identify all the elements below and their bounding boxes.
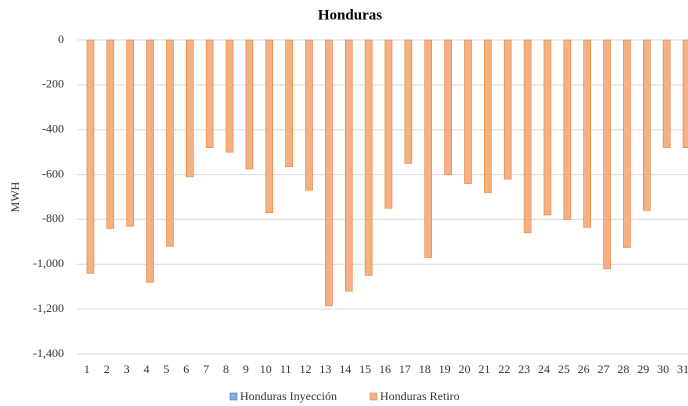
x-tick-label: 15 [359,362,371,376]
bar [603,39,611,270]
x-tick-label: 23 [518,362,530,376]
x-tick-label: 8 [223,362,229,376]
x-tick-label: 2 [104,362,110,376]
bar [424,39,433,258]
x-tick-label: 27 [598,362,610,376]
x-tick-label: 25 [558,362,570,376]
bar [126,39,134,227]
bar [86,39,95,274]
x-tick-label: 19 [439,362,451,376]
bar [325,39,333,307]
x-tick-label: 4 [144,362,150,376]
x-tick-label: 17 [399,362,411,376]
bar [682,39,688,148]
x-tick-label: 22 [498,362,510,376]
x-tick-label: 14 [339,362,351,376]
bar [662,39,671,148]
bar [146,39,154,283]
bar [364,39,373,276]
x-tick-label: 31 [677,362,688,376]
x-tick-label: 3 [124,362,130,376]
x-tick-label: 10 [260,362,272,376]
bar [185,39,194,178]
y-tick-label: 0 [58,32,64,46]
x-tick-label: 18 [419,362,431,376]
bar [404,39,413,164]
y-tick-label: -800 [42,211,64,225]
bar [583,39,591,228]
x-tick-label: 21 [478,362,490,376]
bar [166,39,174,247]
x-tick-label: 5 [163,362,169,376]
x-tick-label: 13 [319,362,331,376]
bar [225,39,234,153]
x-tick-label: 29 [637,362,649,376]
legend-label: Honduras Retiro [380,389,460,403]
bar [503,39,512,180]
bar [523,39,532,234]
y-tick-label: -1,400 [33,346,64,360]
bar [384,39,393,209]
y-tick-label: -200 [42,77,64,91]
bar [305,39,313,191]
bar [642,39,651,211]
bar [106,39,115,229]
bar [205,39,214,148]
legend-swatch [369,392,378,401]
x-tick-label: 12 [300,362,312,376]
y-tick-label: -1,000 [33,256,64,270]
x-tick-label: 26 [578,362,590,376]
y-tick-label: -400 [42,121,64,135]
bar [464,39,472,184]
chart-title: Honduras [318,7,382,23]
x-tick-label: 30 [657,362,669,376]
x-tick-label: 28 [617,362,629,376]
y-tick-label: -1,200 [33,301,64,315]
x-tick-label: 16 [379,362,391,376]
legend-swatch [229,392,238,401]
x-tick-label: 1 [84,362,90,376]
x-tick-label: 20 [458,362,470,376]
bar [265,39,274,213]
bar [543,39,552,216]
x-tick-label: 6 [183,362,189,376]
bar [484,39,492,193]
x-tick-label: 9 [243,362,249,376]
bar [245,39,254,170]
legend-label: Honduras Inyección [240,389,337,403]
bar [563,39,572,220]
bar [285,39,293,168]
y-tick-label: -600 [42,166,64,180]
x-tick-label: 11 [280,362,292,376]
x-tick-label: 7 [203,362,209,376]
bar [344,39,353,292]
y-axis-label: MWH [8,181,22,212]
x-tick-label: 24 [538,362,550,376]
bar [444,39,452,175]
bar [623,39,631,248]
